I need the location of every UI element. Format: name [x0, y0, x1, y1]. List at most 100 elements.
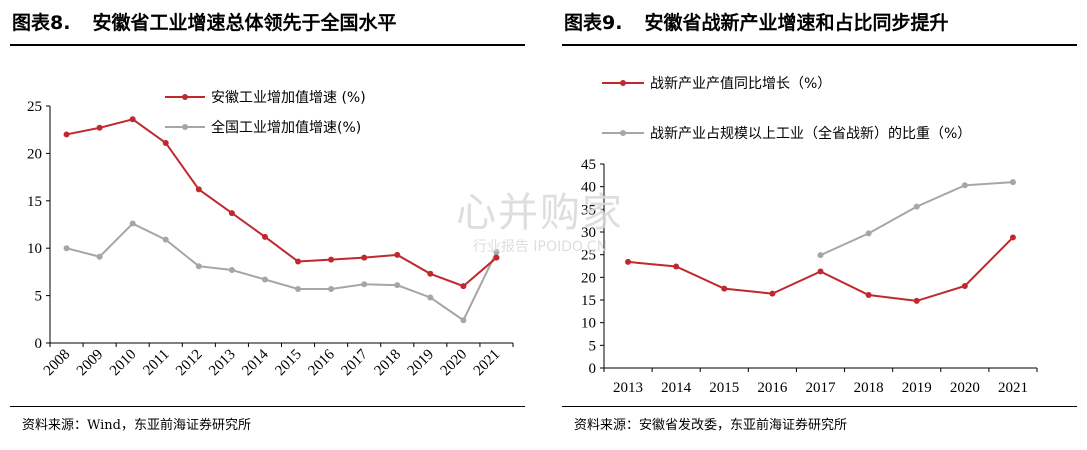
data-point-series-1 [394, 282, 401, 289]
data-point-series-0 [63, 131, 70, 138]
x-tick-label: 2013 [206, 347, 239, 380]
y-tick-label: 20 [27, 146, 42, 162]
x-tick-label: 2021 [471, 347, 504, 380]
figure-8-number: 图表8. [12, 12, 71, 34]
figure-8-chart: 0 5 10 15 20 25 2008 2009 2010 2011 2012 2013 2014 20… [27, 90, 514, 380]
data-point-series-0 [673, 263, 680, 270]
data-point-series-0 [427, 270, 434, 277]
series-line-0 [66, 118, 498, 288]
data-point-series-1 [261, 276, 268, 283]
figure-8-panel: 图表8. 安徽省工业增速总体领先于全国水平 0 5 10 15 20 25 2008 2009 2… [0, 0, 535, 450]
data-point-series-0 [913, 297, 920, 304]
data-point-series-1 [865, 230, 872, 237]
data-point-series-1 [460, 317, 467, 324]
figure-9-chart: 0 5 10 15 20 25 30 35 40 45 2013 2014 2015 2016 2017 20… [581, 76, 1038, 396]
y-tick-label: 10 [581, 316, 596, 332]
x-tick-label: 2011 [140, 347, 172, 379]
data-point-series-1 [1009, 179, 1016, 186]
figure-9-bottom-rule [562, 406, 1077, 407]
data-point-series-0 [865, 292, 872, 299]
data-point-series-0 [721, 285, 728, 292]
data-point-series-0 [195, 186, 202, 193]
x-tick-label: 2019 [902, 380, 932, 396]
x-tick-label: 2017 [806, 380, 837, 396]
figure-8-top-rule [10, 44, 525, 46]
figure-8-source: 资料来源：Wind，东亚前海证券研究所 [22, 418, 251, 433]
y-tick-label: 0 [589, 361, 597, 377]
figure-8-bottom-rule [10, 406, 525, 407]
x-tick-label: 2020 [438, 347, 471, 380]
x-tick-label: 2019 [405, 347, 438, 380]
data-point-series-0 [460, 283, 467, 290]
data-point-series-0 [361, 254, 368, 261]
figure-9-title: 图表9. 安徽省战新产业增速和占比同步提升 [564, 8, 948, 35]
legend-marker-0 [182, 94, 188, 100]
y-tick-label: 10 [27, 241, 42, 257]
x-tick-label: 2014 [661, 380, 692, 396]
data-point-series-0 [961, 282, 968, 289]
series-line-1 [66, 222, 498, 322]
data-point-series-1 [427, 294, 434, 301]
x-tick-label: 2017 [338, 346, 371, 379]
data-point-series-0 [96, 124, 103, 131]
data-point-series-0 [769, 290, 776, 297]
data-point-series-1 [817, 252, 824, 259]
y-tick-label: 0 [35, 336, 43, 352]
y-tick-label: 30 [581, 225, 596, 241]
x-tick-label: 2012 [173, 347, 206, 380]
y-tick-label: 5 [35, 289, 43, 305]
figure-8-title-text: 安徽省工业增速总体领先于全国水平 [92, 12, 397, 34]
legend-label-0: 安徽工业增加值增速 (%) [211, 90, 366, 106]
x-tick-label: 2021 [998, 380, 1028, 396]
data-point-series-1 [961, 182, 968, 189]
data-point-series-0 [394, 251, 401, 258]
data-point-series-1 [96, 253, 103, 260]
legend-marker-1 [620, 130, 626, 136]
data-point-series-0 [295, 258, 302, 265]
data-point-series-1 [295, 285, 302, 292]
data-point-series-0 [493, 254, 500, 261]
data-point-series-1 [328, 285, 335, 292]
legend-label-1: 全国工业增加值增速(%) [211, 119, 361, 136]
figure-9-title-text: 安徽省战新产业增速和占比同步提升 [644, 12, 949, 34]
y-tick-label: 45 [581, 157, 596, 173]
figure-9-number: 图表9. [564, 12, 623, 34]
y-tick-label: 35 [581, 202, 596, 218]
x-tick-label: 2018 [854, 380, 884, 396]
x-tick-label: 2016 [757, 380, 788, 396]
data-point-series-0 [228, 210, 235, 217]
x-tick-label: 2016 [305, 346, 338, 379]
x-tick-label: 2008 [41, 347, 74, 380]
data-point-series-0 [1009, 234, 1016, 241]
x-tick-label: 2013 [613, 380, 643, 396]
legend-marker-0 [620, 80, 626, 86]
y-tick-label: 15 [27, 194, 42, 210]
y-tick-label: 25 [581, 248, 596, 264]
y-tick-label: 40 [581, 180, 596, 196]
data-point-series-0 [261, 233, 268, 240]
y-tick-label: 15 [581, 293, 596, 309]
y-tick-label: 20 [581, 270, 596, 286]
data-point-series-1 [129, 220, 136, 227]
data-point-series-1 [195, 263, 202, 270]
data-point-series-0 [625, 258, 632, 265]
y-tick-label: 5 [589, 338, 597, 354]
data-point-series-0 [817, 268, 824, 275]
figure-9-panel: 图表9. 安徽省战新产业增速和占比同步提升 0 5 10 15 20 25 30 35 40 45 2… [552, 0, 1087, 450]
x-tick-label: 2020 [950, 380, 980, 396]
legend-label-0: 战新产业产值同比增长（%） [650, 76, 831, 92]
x-tick-label: 2018 [372, 347, 405, 380]
x-tick-label: 2010 [107, 347, 140, 380]
legend-marker-1 [182, 124, 188, 130]
y-tick-label: 25 [27, 99, 42, 115]
data-point-series-1 [913, 203, 920, 210]
data-point-series-1 [162, 236, 169, 243]
data-point-series-0 [328, 256, 335, 263]
data-point-series-1 [63, 245, 70, 252]
legend-label-1: 战新产业占规模以上工业（全省战新）的比重（%） [650, 125, 971, 142]
figure-8-title: 图表8. 安徽省工业增速总体领先于全国水平 [12, 8, 396, 35]
data-point-series-0 [129, 116, 136, 123]
x-tick-label: 2009 [74, 347, 107, 380]
x-tick-label: 2014 [239, 346, 272, 379]
figure-9-top-rule [562, 44, 1077, 46]
